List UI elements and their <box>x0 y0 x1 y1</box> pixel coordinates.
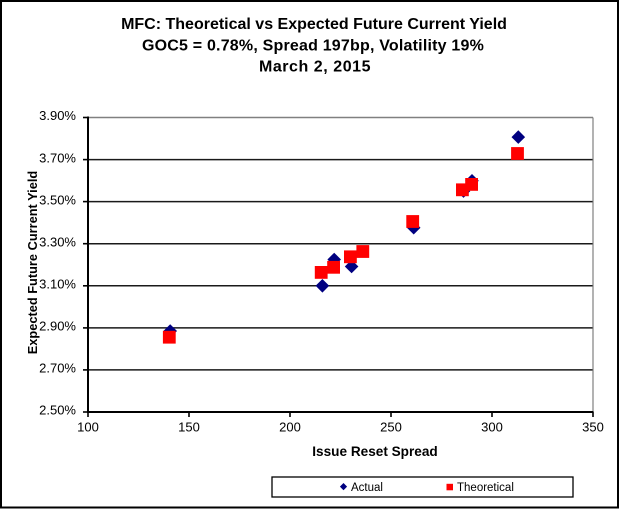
svg-text:300: 300 <box>481 420 503 435</box>
svg-text:GOC5 = 0.78%, Spread 197bp, Vo: GOC5 = 0.78%, Spread 197bp, Volatility 1… <box>142 38 484 55</box>
svg-text:100: 100 <box>77 420 99 435</box>
svg-text:250: 250 <box>380 420 402 435</box>
svg-text:MFC: Theoretical vs Expected F: MFC: Theoretical vs Expected Future Curr… <box>121 16 507 33</box>
svg-text:3.30%: 3.30% <box>39 234 76 249</box>
svg-text:Issue Reset Spread: Issue Reset Spread <box>312 444 437 459</box>
svg-text:Theoretical: Theoretical <box>457 482 514 494</box>
svg-text:200: 200 <box>279 420 301 435</box>
svg-text:3.50%: 3.50% <box>39 192 76 207</box>
svg-text:3.10%: 3.10% <box>39 277 76 292</box>
svg-text:2.70%: 2.70% <box>39 361 76 376</box>
svg-text:2.50%: 2.50% <box>39 403 76 418</box>
svg-text:150: 150 <box>178 420 200 435</box>
svg-text:Expected Future Current Yield: Expected Future Current Yield <box>25 171 40 354</box>
svg-text:350: 350 <box>582 420 604 435</box>
svg-text:Actual: Actual <box>351 482 383 494</box>
svg-text:2.90%: 2.90% <box>39 319 76 334</box>
svg-text:March 2, 2015: March 2, 2015 <box>259 59 371 76</box>
svg-text:3.90%: 3.90% <box>39 108 76 123</box>
svg-text:3.70%: 3.70% <box>39 150 76 165</box>
